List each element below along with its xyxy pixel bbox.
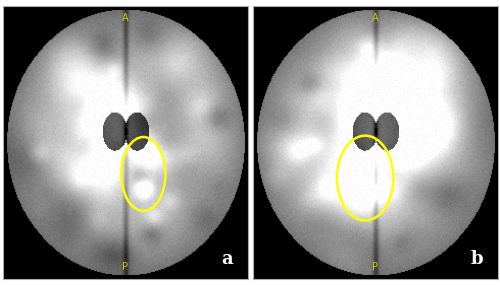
Text: P: P [372,262,378,272]
Text: a: a [221,250,233,268]
Text: b: b [470,250,483,268]
Text: A: A [122,13,128,23]
Text: A: A [372,13,378,23]
Text: P: P [122,262,128,272]
